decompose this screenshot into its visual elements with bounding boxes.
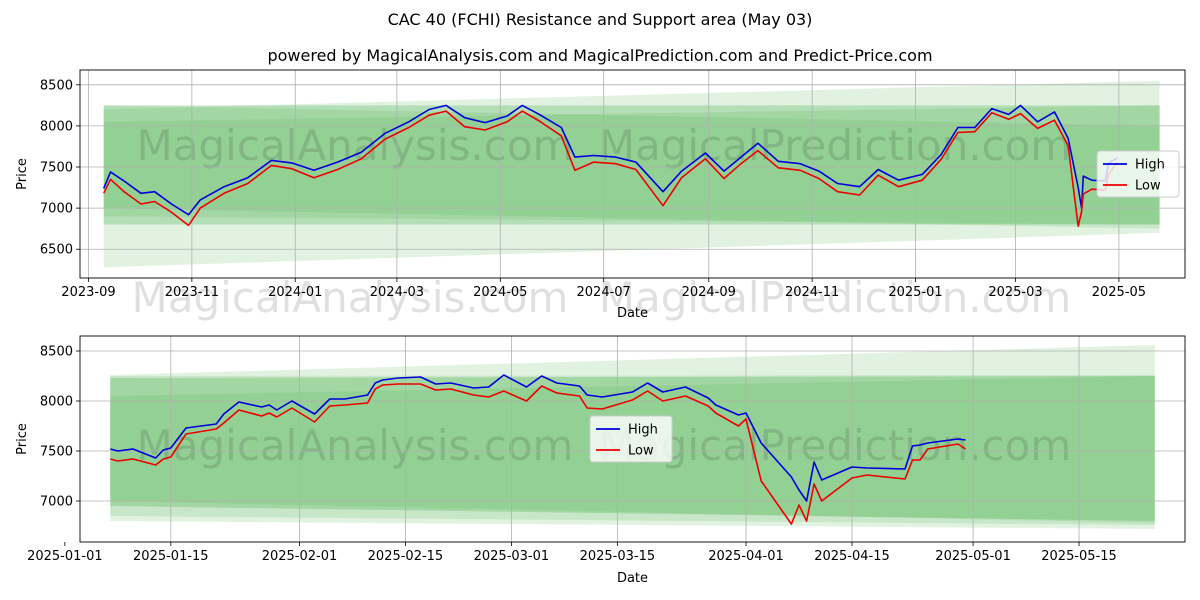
series-line-high (110, 374, 966, 502)
bottom-chart: MagicalAnalysis.com MagicalPrediction.com… (15, 335, 1186, 586)
legend: High Low (589, 415, 673, 463)
x-tick-label: 2025-03-01 (474, 549, 550, 564)
series-line-low (110, 383, 966, 525)
top-chart: MagicalAnalysis.com MagicalPrediction.com… (15, 69, 1186, 321)
x-tick-label: 2024-09 (682, 285, 736, 300)
x-tick-label: 2024-03 (370, 285, 424, 300)
bottom-axes-frame (79, 335, 1186, 543)
x-tick-label: 2025-05-15 (1041, 549, 1117, 564)
watermark-prediction: MagicalPrediction.com (599, 121, 1072, 170)
chart-subtitle: powered by MagicalAnalysis.com and Magic… (267, 46, 933, 65)
support-resistance-band (103, 105, 1160, 225)
x-tick-label: 2024-01 (268, 285, 322, 300)
x-tick-label: 2025-01-01 (27, 549, 103, 564)
watermark-prediction: MagicalPrediction.com (599, 421, 1072, 470)
x-tick-label: 2025-03-15 (580, 549, 656, 564)
y-axis-label: Price (15, 423, 30, 455)
series-line-low (102, 110, 1118, 227)
y-tick-label: 7000 (40, 495, 73, 510)
legend-label-low: Low (1135, 179, 1161, 194)
x-tick-label: 2023-11 (165, 285, 219, 300)
legend-label-low: Low (628, 444, 654, 459)
x-tick-label: 2024-11 (785, 285, 839, 300)
series-line-high (102, 104, 1118, 216)
top-axes-frame (79, 69, 1186, 279)
x-axis-label: Date (617, 571, 648, 586)
x-axis-label: Date (617, 306, 648, 321)
watermark-analysis-lower: MagicalAnalysis.com (132, 273, 569, 322)
legend-label-high: High (628, 423, 658, 438)
watermark-analysis: MagicalAnalysis.com (137, 121, 574, 170)
x-tick-label: 2024-07 (577, 285, 631, 300)
x-tick-label: 2025-04-15 (814, 549, 890, 564)
y-tick-label: 8500 (40, 78, 73, 93)
x-tick-label: 2025-01-15 (133, 549, 209, 564)
support-resistance-band (103, 80, 1160, 268)
y-tick-label: 8000 (40, 119, 73, 134)
x-tick-label: 2025-01 (888, 285, 942, 300)
y-tick-label: 6500 (40, 243, 73, 258)
top-plot-area: MagicalAnalysis.com MagicalPrediction.com (80, 70, 1185, 278)
x-tick-label: 2025-04-01 (708, 549, 784, 564)
y-tick-label: 8000 (40, 395, 73, 410)
support-resistance-band (103, 105, 1160, 225)
chart-title: CAC 40 (FCHI) Resistance and Support are… (387, 10, 813, 29)
x-tick-label: 2024-05 (473, 285, 527, 300)
x-tick-label: 2025-03 (988, 285, 1042, 300)
legend-label-high: High (1135, 158, 1165, 173)
y-axis-label: Price (15, 158, 30, 190)
x-tick-label: 2025-05-01 (935, 549, 1011, 564)
y-tick-label: 7500 (40, 445, 73, 460)
legend: High Low (1096, 150, 1180, 198)
watermark-analysis: MagicalAnalysis.com (137, 421, 574, 470)
x-tick-label: 2023-09 (61, 285, 115, 300)
y-tick-label: 7500 (40, 161, 73, 176)
x-tick-label: 2025-02-15 (368, 549, 444, 564)
y-tick-label: 8500 (40, 345, 73, 360)
watermark-prediction-lower: MagicalPrediction.com (599, 273, 1072, 322)
y-tick-label: 7000 (40, 202, 73, 217)
x-tick-label: 2025-05 (1092, 285, 1146, 300)
x-tick-label: 2025-02-01 (262, 549, 338, 564)
